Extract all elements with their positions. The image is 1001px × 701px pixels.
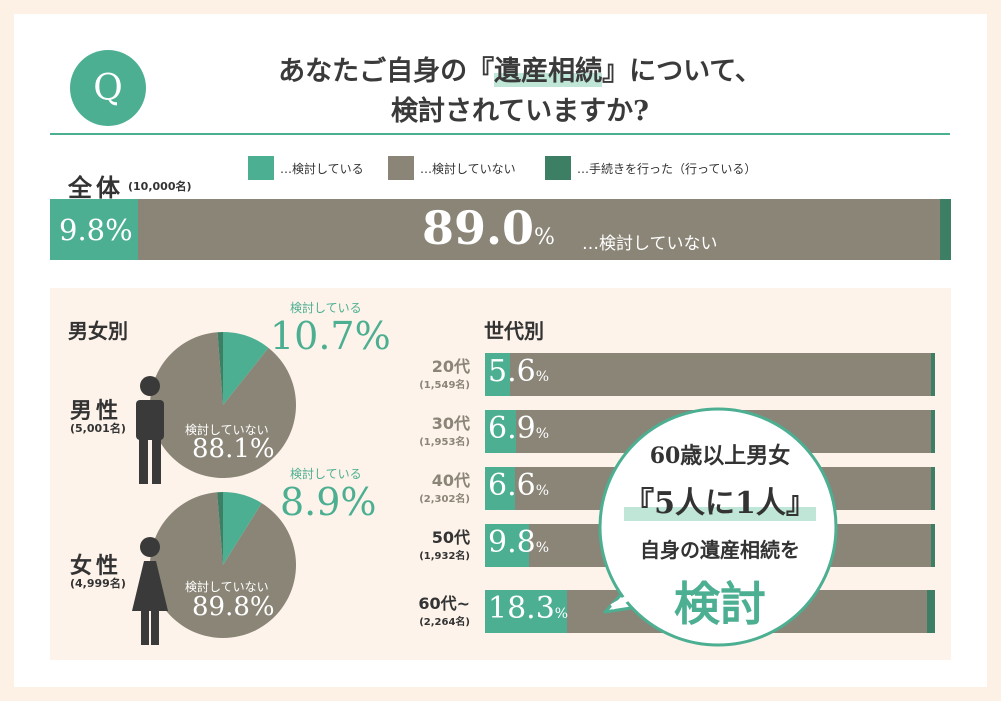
age-row-count: (1,953名): [419, 437, 470, 448]
total-stacked-bar: 9.8% 89.0% …検討していない: [50, 199, 951, 260]
pie-slice-completed: [217, 492, 223, 565]
title-part: あなたご自身の『: [278, 56, 495, 87]
age-pct-label: 6.9%: [488, 411, 549, 446]
age-stacked-bar: 5.6%: [485, 353, 935, 396]
age-row-count: (2,264名): [419, 617, 470, 628]
bar-segment-considering: [485, 410, 517, 453]
pie-slice-considering: [223, 332, 269, 405]
age-row-count: (1,932名): [419, 551, 470, 562]
male-count: (5,001名): [70, 422, 126, 435]
age-row-label: 40代: [431, 471, 470, 490]
title-part: 』について、: [602, 56, 762, 87]
legend-item-completed: …手続きを行った（行っている）: [545, 156, 756, 180]
bar-segment-considering: [50, 199, 139, 260]
total-count: (10,000名): [128, 180, 192, 193]
male-not-pct: 88.1%: [192, 434, 275, 464]
female-not-label: 検討していない: [185, 580, 269, 594]
age-pct-label: 5.6%: [488, 354, 549, 389]
question-badge: Q: [70, 50, 146, 126]
legend-label: …検討している: [280, 161, 364, 176]
age-row-label: 20代: [431, 357, 470, 376]
bar-segment-considering: [485, 353, 511, 396]
callout-highlight: 『5人に1人』: [624, 486, 816, 521]
total-pct-not-value: 89.0: [422, 201, 535, 255]
callout-line-2: 『5人に1人』: [610, 478, 830, 522]
gender-section-title: 男女別: [68, 319, 128, 343]
legend-item-not-considering: …検討していない: [388, 156, 516, 180]
age-pct-label: 9.8%: [488, 525, 549, 560]
male-considering-pct: 10.7%: [270, 314, 391, 358]
bar-segment-considering: [485, 467, 515, 510]
female-considering-label: 検討している: [290, 467, 362, 481]
age-pct-value: 9.8: [488, 525, 536, 560]
female-person-icon: [132, 537, 168, 645]
age-row-label: 30代: [431, 414, 470, 433]
total-label: 全体: [68, 174, 124, 202]
pie-slice-not-considering: [150, 492, 296, 638]
bar-segment-considering: [485, 590, 568, 633]
legend-label: …検討していない: [420, 161, 516, 176]
callout-circle: [598, 407, 838, 647]
female-label: 女性: [70, 554, 123, 579]
age-pct-label: 6.6%: [488, 468, 549, 503]
age-pct-value: 5.6: [488, 354, 536, 389]
total-pct-not-unit: %: [534, 225, 555, 250]
age-pct-value: 6.6: [488, 468, 536, 503]
age-pct-value: 6.9: [488, 411, 536, 446]
female-pie-chart: [150, 492, 296, 638]
bar-segment-completed: [931, 353, 935, 396]
legend-item-considering: …検討している: [248, 156, 364, 180]
male-pie-chart: [150, 332, 296, 478]
age-row-label: 60代~: [418, 594, 470, 613]
male-label: 男性: [70, 399, 123, 424]
legend-swatch: [545, 156, 571, 180]
bar-segment-completed: [930, 524, 935, 567]
age-pct-unit: %: [535, 540, 550, 556]
callout-line-1: 60歳以上男女: [649, 443, 791, 469]
callout-line-3: 自身の遺産相続を: [640, 538, 800, 562]
age-pct-label: 18.3%: [488, 591, 568, 626]
bar-segment-completed: [940, 199, 951, 260]
pie-slice-not-considering: [150, 332, 296, 478]
callout-tail-join: [610, 588, 642, 610]
total-pct-considering: 9.8%: [59, 213, 133, 247]
age-pct-unit: %: [554, 606, 569, 622]
legend-label: …手続きを行った（行っている）: [577, 161, 757, 176]
age-pct-unit: %: [535, 426, 550, 442]
female-considering-pct: 8.9%: [280, 480, 377, 524]
age-row-count: (2,302名): [419, 494, 470, 505]
female-count: (4,999名): [70, 577, 126, 590]
question-mark: Q: [93, 67, 123, 109]
pie-slice-considering: [223, 492, 262, 565]
title-line-2: 検討されていますか?: [390, 96, 649, 127]
male-not-label: 検討していない: [185, 423, 269, 437]
pie-slice-completed: [217, 332, 223, 405]
bar-segment-completed: [927, 590, 935, 633]
age-pct-unit: %: [535, 483, 550, 499]
question-title: あなたご自身の『遺産相続』について、 検討されていますか?: [200, 52, 840, 132]
age-pct-unit: %: [535, 369, 550, 385]
bar-segment-completed: [930, 467, 935, 510]
female-not-pct: 89.8%: [192, 592, 275, 622]
male-considering-label: 検討している: [290, 301, 362, 315]
callout-line-4: 検討: [674, 577, 766, 631]
age-pct-value: 18.3: [488, 591, 555, 626]
divider: [50, 133, 950, 135]
age-row-label: 50代: [431, 528, 470, 547]
bar-segment-considering: [485, 524, 530, 567]
legend-swatch: [248, 156, 274, 180]
age-section-title: 世代別: [484, 319, 544, 343]
bar-segment-completed: [930, 410, 935, 453]
male-person-icon: [136, 376, 164, 484]
age-row-count: (1,549名): [419, 380, 470, 391]
legend-swatch: [388, 156, 414, 180]
total-note: …検討していない: [582, 234, 718, 254]
title-highlight: 遺産相続: [494, 56, 603, 87]
total-pct-not-considering: 89.0%: [422, 201, 555, 255]
